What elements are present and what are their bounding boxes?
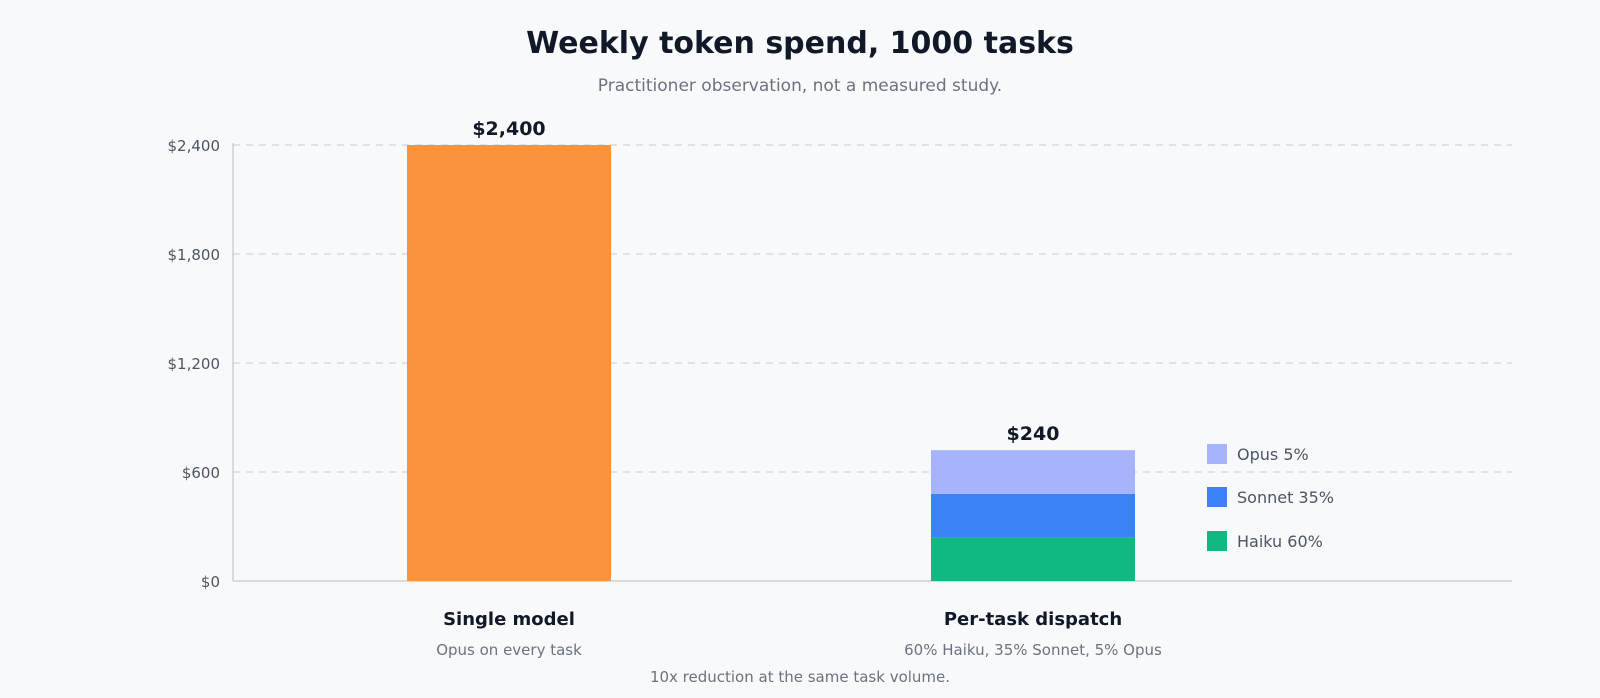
bar-segment [931, 537, 1135, 581]
bar-segment [931, 450, 1135, 494]
x-category-sublabel: 60% Haiku, 35% Sonnet, 5% Opus [904, 641, 1162, 659]
x-category-label: Single model [443, 609, 575, 630]
y-tick-label: $0 [201, 573, 220, 591]
bar-value-label: $240 [1007, 423, 1060, 445]
y-tick-label: $1,800 [168, 246, 221, 264]
chart-subtitle: Practitioner observation, not a measured… [597, 76, 1003, 96]
legend-swatch [1207, 531, 1227, 551]
chart-footnote: 10x reduction at the same task volume. [649, 668, 951, 686]
y-tick-label: $600 [182, 464, 220, 482]
bar-segment [407, 145, 611, 581]
legend-label: Sonnet 35% [1237, 488, 1334, 507]
legend-label: Haiku 60% [1237, 532, 1323, 551]
legend-swatch [1207, 444, 1227, 464]
legend-label: Opus 5% [1237, 445, 1309, 464]
chart-title: Weekly token spend, 1000 tasks [526, 26, 1074, 61]
legend-swatch [1207, 487, 1227, 507]
y-tick-label: $1,200 [168, 355, 221, 373]
bar-value-label: $2,400 [472, 118, 545, 140]
bar-segment [931, 493, 1135, 538]
x-category-sublabel: Opus on every task [436, 641, 582, 659]
y-tick-label: $2,400 [168, 137, 221, 155]
x-category-label: Per-task dispatch [944, 609, 1122, 630]
